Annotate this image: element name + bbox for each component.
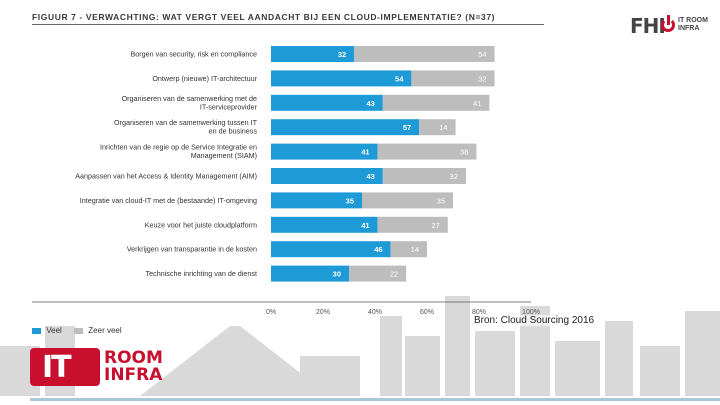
category-label: Keuze voor het juiste cloudplatform [145, 220, 257, 229]
bar-zeer-veel [419, 119, 456, 136]
x-tick-label: 20% [316, 309, 330, 316]
title-divider [32, 24, 544, 25]
data-label-veel: 32 [338, 50, 346, 59]
bar-zeer-veel [411, 70, 495, 87]
data-label-veel: 46 [374, 245, 382, 254]
room-line2: INFRA [104, 365, 163, 385]
it-room-infra-logo: IT ROOM INFRA [30, 346, 163, 388]
data-label-veel: 43 [366, 172, 374, 181]
x-tick-label: 80% [472, 309, 486, 316]
bar-veel [271, 168, 383, 184]
data-label-zeer-veel: 14 [439, 123, 447, 132]
data-label-zeer-veel: 54 [478, 50, 486, 59]
legend-swatch-veel [32, 327, 41, 334]
it-logo-badge [30, 348, 100, 386]
legend-label-veel: Veel [46, 326, 62, 335]
category-label: Organiseren van de samenwerking tussen I… [114, 118, 258, 136]
bar-veel [271, 216, 378, 233]
data-label-zeer-veel: 35 [437, 196, 445, 205]
data-label-veel: 43 [366, 99, 374, 108]
bar-zeer-veel [382, 94, 490, 111]
chart-title: FIGUUR 7 - VERWACHTING: WAT VERGT VEEL A… [32, 12, 496, 22]
category-label: Aanpassen van het Access & Identity Mana… [75, 172, 257, 181]
legend-item-zeer-veel: Zeer veel [74, 326, 122, 335]
category-label: Technische inrichting van de dienst [146, 269, 257, 278]
it-logo-text: IT [42, 350, 72, 385]
bar-veel [271, 119, 420, 136]
x-tick-label: 100% [522, 309, 540, 316]
fhi-itroom-logo: FHI IT ROOM INFRA [630, 14, 710, 38]
itroom-line1: IT ROOM [678, 17, 708, 24]
bar-zeer-veel [377, 143, 477, 160]
bar-zeer-veel [382, 168, 466, 184]
data-label-zeer-veel: 22 [390, 270, 398, 279]
bar-veel [271, 192, 362, 209]
category-label: Integratie van cloud-IT met de (bestaand… [80, 196, 257, 205]
bar-veel [271, 265, 349, 282]
bar-zeer-veel [377, 216, 448, 233]
legend-swatch-zeer-veel [74, 327, 84, 334]
category-label: Ontwerp (nieuwe) IT-architectuur [152, 74, 257, 83]
legend-item-veel: Veel [32, 326, 62, 335]
category-label: Organiseren van de samenwerking met de IT… [122, 94, 258, 112]
footer-rule [30, 398, 720, 401]
bar-veel [271, 143, 378, 160]
data-label-veel: 35 [346, 196, 354, 205]
power-icon-line [667, 15, 670, 25]
bar-zeer-veel [349, 265, 407, 282]
x-tick-label: 60% [420, 309, 434, 316]
power-icon [661, 18, 675, 32]
bar-veel [271, 70, 412, 87]
data-label-zeer-veel: 38 [460, 148, 468, 157]
category-label: Borgen van security, risk en compliance [130, 50, 257, 59]
bar-zeer-veel [362, 192, 453, 209]
category-label: Inrichten van de regie op de Service Int… [100, 143, 257, 161]
x-tick-label: 40% [368, 309, 382, 316]
category-label: Verkrijgen van transparantie in de koste… [127, 245, 257, 254]
data-label-veel: 57 [403, 123, 411, 132]
data-label-veel: 41 [361, 221, 369, 230]
bar-veel [271, 241, 391, 258]
data-label-zeer-veel: 32 [478, 74, 486, 83]
bar-zeer-veel [354, 46, 495, 62]
data-label-veel: 41 [361, 148, 369, 157]
bar-veel [271, 94, 383, 111]
city-skyline-background [0, 286, 720, 396]
data-label-zeer-veel: 41 [473, 99, 481, 108]
source-caption: Bron: Cloud Sourcing 2016 [474, 315, 595, 326]
itroom-logo-text: IT ROOM INFRA [678, 17, 708, 33]
chart-legend: Veel Zeer veel [32, 326, 132, 335]
room-infra-logo-text: ROOM INFRA [104, 350, 163, 384]
data-label-zeer-veel: 32 [450, 172, 458, 181]
legend-label-zeer-veel: Zeer veel [88, 326, 122, 335]
itroom-line2: INFRA [678, 25, 700, 32]
data-label-veel: 54 [395, 74, 404, 83]
data-label-zeer-veel: 14 [411, 245, 419, 254]
x-tick-label: 0% [266, 309, 276, 316]
bar-zeer-veel [390, 241, 427, 258]
data-label-zeer-veel: 27 [431, 221, 439, 230]
fhi-logo-text: FHI [630, 14, 666, 38]
room-line1: ROOM [104, 348, 163, 368]
bar-veel [271, 46, 355, 62]
data-label-veel: 30 [333, 270, 341, 279]
